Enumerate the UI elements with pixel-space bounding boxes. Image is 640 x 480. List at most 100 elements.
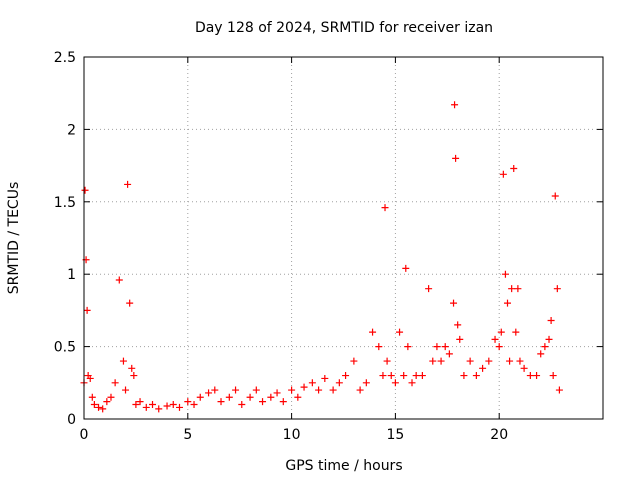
- data-point: [369, 328, 377, 336]
- data-point: [342, 372, 350, 380]
- data-point: [450, 299, 458, 307]
- data-point: [217, 398, 225, 406]
- data-point: [329, 386, 337, 394]
- data-point: [124, 180, 132, 188]
- data-point: [83, 306, 91, 314]
- data-point: [425, 285, 433, 293]
- y-tick-label: 1.5: [54, 195, 76, 211]
- data-point: [553, 285, 561, 293]
- data-point: [130, 372, 138, 380]
- data-point: [501, 270, 509, 278]
- data-point: [408, 379, 416, 387]
- data-point: [387, 372, 395, 380]
- data-point: [115, 276, 123, 284]
- data-point: [379, 372, 387, 380]
- data-point: [512, 328, 520, 336]
- data-point: [479, 364, 487, 372]
- x-tick-label: 20: [490, 427, 508, 443]
- data-point: [169, 401, 177, 409]
- data-point: [225, 393, 233, 401]
- x-tick-label: 15: [386, 427, 404, 443]
- data-point: [119, 357, 127, 365]
- data-point: [499, 170, 507, 178]
- data-point: [90, 401, 98, 409]
- data-point: [412, 372, 420, 380]
- x-tick-label: 5: [183, 427, 192, 443]
- data-point: [155, 405, 163, 413]
- data-point: [122, 386, 130, 394]
- data-point: [514, 285, 522, 293]
- data-point: [456, 335, 464, 343]
- y-tick-label: 1: [67, 267, 76, 283]
- data-point: [396, 328, 404, 336]
- data-point: [541, 343, 549, 351]
- data-point: [252, 386, 260, 394]
- data-point: [537, 350, 545, 358]
- data-point: [190, 401, 198, 409]
- x-tick-label: 0: [80, 427, 89, 443]
- data-point: [441, 343, 449, 351]
- data-point: [466, 357, 474, 365]
- data-point: [211, 386, 219, 394]
- data-point: [362, 379, 370, 387]
- data-point: [547, 317, 555, 325]
- data-point: [402, 264, 410, 272]
- data-point: [196, 393, 204, 401]
- y-tick-label: 2.5: [54, 50, 76, 66]
- chart-title: Day 128 of 2024, SRMTID for receiver iza…: [195, 20, 493, 36]
- data-point: [497, 328, 505, 336]
- data-point: [184, 398, 192, 406]
- data-point: [485, 357, 493, 365]
- data-point: [506, 357, 514, 365]
- data-point: [549, 372, 557, 380]
- data-point: [128, 364, 136, 372]
- data-point: [288, 386, 296, 394]
- data-point: [232, 386, 240, 394]
- data-point: [149, 401, 157, 409]
- data-point: [551, 192, 559, 200]
- data-point: [545, 335, 553, 343]
- data-point: [391, 379, 399, 387]
- data-point: [111, 379, 119, 387]
- x-tick-label: 10: [283, 427, 301, 443]
- data-point: [508, 285, 516, 293]
- x-axis-label: GPS time / hours: [285, 458, 402, 474]
- data-point: [308, 379, 316, 387]
- data-point: [533, 372, 541, 380]
- data-point: [88, 393, 96, 401]
- y-tick-label: 0.5: [54, 340, 76, 356]
- data-point: [86, 374, 94, 382]
- data-point: [495, 343, 503, 351]
- data-point: [472, 372, 480, 380]
- data-point: [445, 350, 453, 358]
- data-point: [126, 299, 134, 307]
- data-point: [460, 372, 468, 380]
- data-point: [429, 357, 437, 365]
- data-point: [383, 357, 391, 365]
- data-point: [103, 398, 111, 406]
- data-point: [451, 101, 459, 109]
- data-point: [136, 398, 144, 406]
- data-point: [433, 343, 441, 351]
- data-point: [437, 357, 445, 365]
- data-point: [454, 321, 462, 329]
- data-point: [321, 374, 329, 382]
- plot-frame: [83, 56, 604, 420]
- data-point: [132, 401, 140, 409]
- data-point: [452, 154, 460, 162]
- data-point: [205, 389, 213, 397]
- data-point: [315, 386, 323, 394]
- data-point: [381, 204, 389, 212]
- y-tick-label: 0: [67, 412, 76, 428]
- data-point: [520, 364, 528, 372]
- data-point: [163, 402, 171, 410]
- data-point: [510, 164, 518, 172]
- data-point: [491, 335, 499, 343]
- data-point: [238, 401, 246, 409]
- data-point: [516, 357, 524, 365]
- data-point: [356, 386, 364, 394]
- data-point: [300, 383, 308, 391]
- data-point: [404, 343, 412, 351]
- data-point: [279, 398, 287, 406]
